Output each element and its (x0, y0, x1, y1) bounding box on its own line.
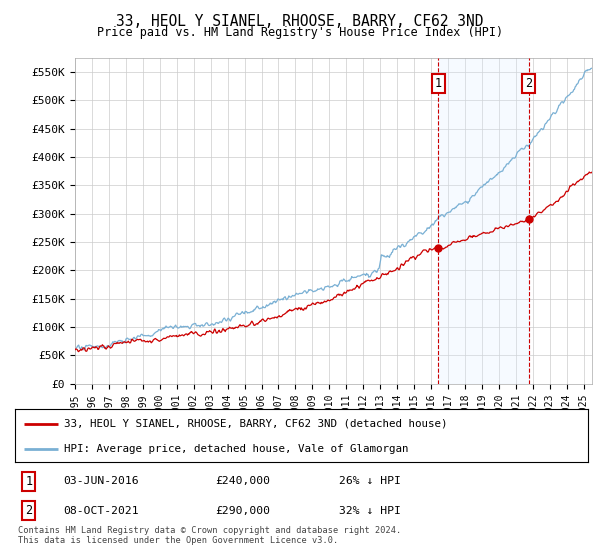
Text: 1: 1 (434, 77, 442, 90)
Text: Contains HM Land Registry data © Crown copyright and database right 2024.: Contains HM Land Registry data © Crown c… (18, 526, 401, 535)
Text: 03-JUN-2016: 03-JUN-2016 (64, 476, 139, 486)
Text: 32% ↓ HPI: 32% ↓ HPI (339, 506, 401, 516)
Text: 08-OCT-2021: 08-OCT-2021 (64, 506, 139, 516)
Text: 33, HEOL Y SIANEL, RHOOSE, BARRY, CF62 3ND: 33, HEOL Y SIANEL, RHOOSE, BARRY, CF62 3… (116, 14, 484, 29)
Bar (438, 58, 529, 384)
Text: 1: 1 (25, 475, 32, 488)
Text: £290,000: £290,000 (215, 506, 271, 516)
Text: 2: 2 (526, 77, 533, 90)
Text: HPI: Average price, detached house, Vale of Glamorgan: HPI: Average price, detached house, Vale… (64, 444, 408, 454)
Text: 33, HEOL Y SIANEL, RHOOSE, BARRY, CF62 3ND (detached house): 33, HEOL Y SIANEL, RHOOSE, BARRY, CF62 3… (64, 419, 447, 429)
Text: Price paid vs. HM Land Registry's House Price Index (HPI): Price paid vs. HM Land Registry's House … (97, 26, 503, 39)
Text: 26% ↓ HPI: 26% ↓ HPI (339, 476, 401, 486)
Text: £240,000: £240,000 (215, 476, 271, 486)
Text: 2: 2 (25, 504, 32, 517)
Text: This data is licensed under the Open Government Licence v3.0.: This data is licensed under the Open Gov… (18, 536, 338, 545)
